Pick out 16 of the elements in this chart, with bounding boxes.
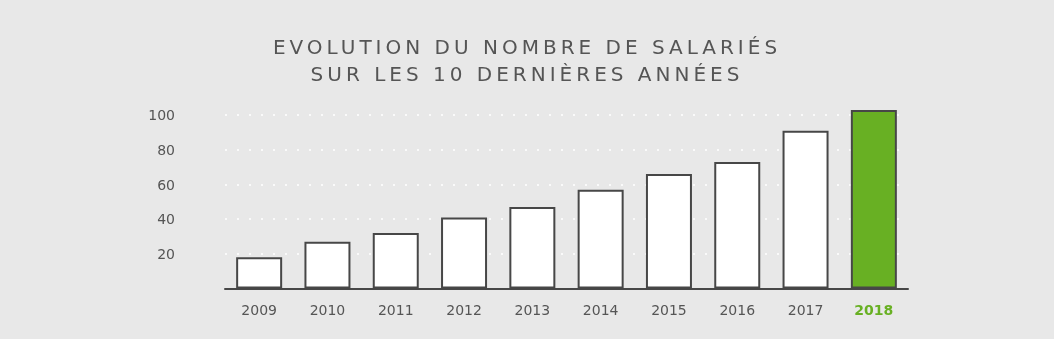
y-tick-label: 100 [148, 107, 175, 124]
y-tick-label: 40 [157, 211, 175, 228]
x-tick-label: 2011 [377, 301, 414, 318]
x-tick-label: 2015 [651, 301, 687, 318]
chart-title: EVOLUTION DU NOMBRE DE SALARIÉS SUR LES 10 DERNIÈRES ANNÉES [271, 34, 783, 88]
x-tick-label: 2009 [241, 301, 277, 318]
x-tick-label: 2014 [582, 301, 619, 318]
y-tick-label: 80 [157, 141, 175, 158]
x-tick-label: 2013 [514, 301, 551, 318]
y-tick-label: 20 [157, 245, 175, 262]
x-tick-label: 2016 [719, 301, 756, 318]
x-tick-label: 2018 [854, 301, 894, 318]
x-tick-label: 2012 [446, 301, 482, 318]
x-tick-label: 2010 [309, 301, 346, 318]
y-tick-label: 60 [157, 176, 175, 193]
x-tick-label: 2017 [787, 301, 824, 318]
